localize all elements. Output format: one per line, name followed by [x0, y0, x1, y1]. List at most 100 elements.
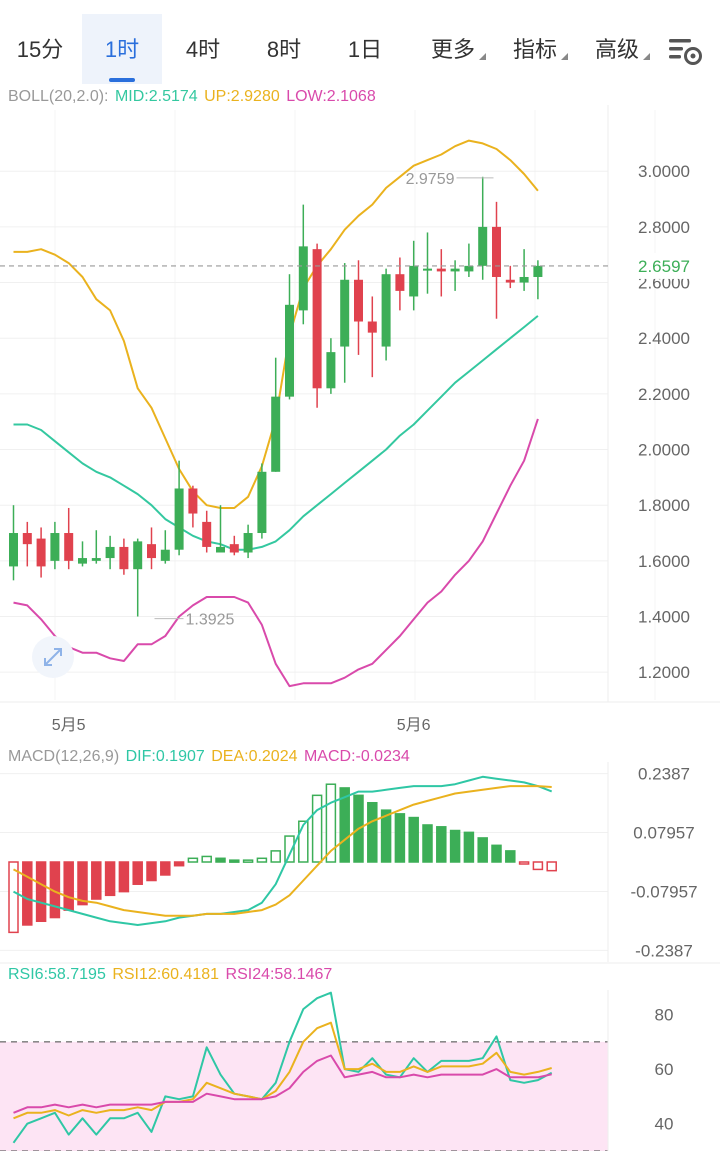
rsi-tick-label: 40 [655, 1115, 674, 1134]
candle-body [133, 541, 143, 570]
macd-histogram-bar [518, 861, 530, 865]
price-tick-label: 2.4000 [638, 329, 690, 348]
candle-body [285, 304, 294, 397]
rsi12-value: RSI12:60.4181 [112, 966, 220, 983]
macd-histogram-bar [367, 801, 378, 863]
candle-body [50, 533, 60, 561]
candle-body [298, 246, 308, 311]
candle-body [381, 274, 391, 347]
candle-body [423, 268, 432, 271]
time-tick-label: 5月6 [397, 717, 431, 734]
boll-mid-value: MID:2.5174 [114, 88, 198, 105]
high-price-marker: 2.9759 [406, 171, 455, 188]
price-tick-label: 1.6000 [638, 552, 690, 571]
boll-up-value: UP:2.9280 [204, 88, 280, 105]
tab-advanced[interactable]: 高级 [584, 14, 650, 84]
tab-15m[interactable]: 15分 [0, 14, 80, 84]
price-tick-label: 2.0000 [638, 441, 690, 460]
macd-histogram-bar [229, 859, 240, 863]
tab-more[interactable]: 更多 [420, 14, 486, 84]
rsi6-value: RSI6:58.7195 [8, 966, 106, 983]
macd-histogram-bar [298, 820, 309, 863]
boll-low-value: LOW:2.1068 [286, 88, 376, 105]
macd-tick-label: -0.2387 [635, 941, 693, 960]
macd-histogram-bar [242, 859, 254, 863]
macd-legend-prefix: MACD(12,26,9) [8, 748, 120, 765]
macd-histogram-bar [436, 826, 447, 863]
timeframe-tabs: 15分 1时 4时 8时 1日 更多 指标 高级 [0, 0, 720, 84]
macd-dif-value: DIF:0.1907 [125, 748, 205, 765]
time-tick-label: 5月5 [52, 717, 86, 734]
candle-body [436, 268, 446, 272]
rsi24-line [13, 1054, 552, 1114]
tab-indicators[interactable]: 指标 [502, 14, 568, 84]
candle-body [464, 265, 474, 272]
macd-histogram-bar [532, 861, 544, 871]
macd-histogram-bar [173, 861, 185, 867]
chart-settings-icon [669, 39, 702, 65]
candle-body [22, 533, 32, 545]
macd-dea-value: DEA:0.2024 [211, 748, 298, 765]
candle-body [492, 226, 501, 277]
macd-histogram-bar [8, 861, 19, 934]
macd-histogram-bar [463, 831, 475, 863]
candle-body [91, 558, 101, 561]
tab-label: 1时 [104, 37, 140, 62]
current-price-tag-bg [610, 252, 720, 279]
rsi-tick-label: 80 [655, 1006, 674, 1025]
candle-body [505, 279, 515, 283]
candle-body [174, 488, 184, 550]
candle-body [354, 279, 363, 322]
candle-body [229, 544, 239, 553]
macd-histogram-bar [77, 861, 88, 906]
expand-arrows-icon [44, 648, 62, 666]
tab-1d[interactable]: 1日 [325, 14, 405, 84]
rsi-overbought-band [0, 1041, 608, 1151]
macd-histogram-bar [160, 861, 171, 876]
price-tick-label: 2.8000 [638, 218, 690, 237]
rsi-tick-label: 60 [655, 1060, 674, 1079]
current-price-label: 2.6597 [638, 257, 690, 276]
tab-label: 高级 [594, 37, 639, 62]
price-tick-label: 1.2000 [638, 663, 690, 682]
macd-histogram-bar [187, 857, 199, 863]
macd-tick-label: 0.07957 [633, 824, 694, 843]
macd-histogram-bar [422, 824, 433, 863]
macd-histogram-bar [146, 861, 157, 882]
macd-histogram-bar [132, 861, 143, 885]
macd-histogram-bar [449, 829, 461, 863]
candle-body [9, 533, 18, 567]
tab-label: 1日 [347, 37, 383, 62]
candle-body [36, 538, 46, 567]
candle-body [326, 352, 336, 389]
candle-body [395, 274, 405, 291]
macd-histogram-bar [118, 861, 130, 893]
macd-histogram-bar [394, 813, 406, 863]
macd-tick-label: 0.2387 [638, 765, 690, 784]
price-tick-label: 3.0000 [638, 162, 690, 181]
boll-lower-line [13, 418, 539, 688]
expand-chart-button[interactable] [32, 636, 74, 678]
tab-8h[interactable]: 8时 [244, 14, 324, 84]
price-tick-label: 1.4000 [638, 608, 690, 627]
low-price-marker: 1.3925 [186, 612, 235, 629]
macd-histogram-bar [311, 794, 323, 863]
price-tick-label: 2.2000 [638, 385, 690, 404]
candle-body [257, 471, 267, 534]
macd-legend: MACD(12,26,9) DIF:0.1907 DEA:0.2024 MACD… [8, 748, 412, 766]
macd-histogram-bar [477, 837, 488, 863]
dropdown-caret-icon [561, 53, 568, 60]
rsi12-line [13, 1021, 552, 1120]
macd-histogram-bar [256, 857, 268, 863]
chart-settings-button[interactable] [666, 34, 706, 70]
macd-histogram-bar [91, 861, 102, 900]
tab-4h[interactable]: 4时 [163, 14, 243, 84]
tab-1h[interactable]: 1时 [82, 14, 162, 84]
tab-label: 8时 [266, 37, 302, 62]
rsi6-line [12, 991, 553, 1144]
macd-histogram-bar [380, 809, 392, 863]
rsi24-value: RSI24:58.1467 [225, 966, 333, 983]
candle-body [450, 268, 460, 272]
boll-legend: BOLL(20,2.0): MID:2.5174 UP:2.9280 LOW:2… [8, 88, 378, 106]
